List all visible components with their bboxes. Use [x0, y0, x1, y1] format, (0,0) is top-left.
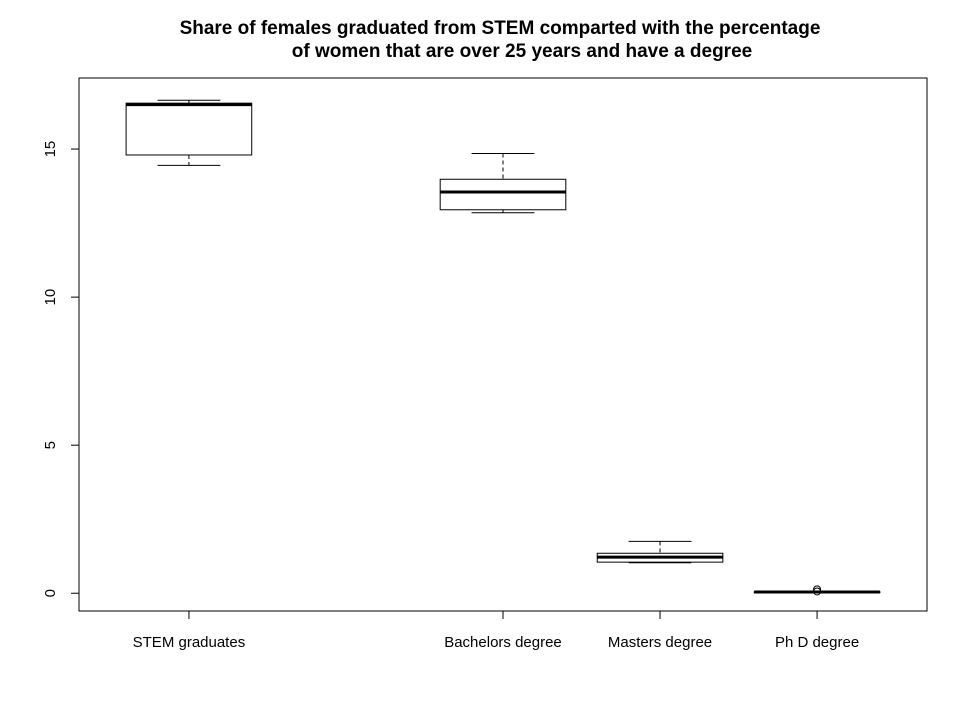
- y-tick-label: 10: [42, 289, 59, 306]
- x-tick-label: Bachelors degree: [444, 634, 562, 651]
- x-tick-label: STEM graduates: [133, 634, 246, 651]
- plot-frame: [78, 77, 928, 612]
- y-tick-label: 5: [42, 441, 59, 449]
- y-tick-label: 0: [42, 589, 59, 597]
- iqr-box: [125, 102, 253, 156]
- box-1: [125, 99, 253, 166]
- y-axis: 0 5 10 15: [42, 141, 80, 597]
- box-3: [596, 540, 724, 564]
- chart-title-line-1: Share of females graduated from STEM com…: [180, 18, 821, 39]
- x-axis: STEM graduates Bachelors degree Masters de…: [133, 611, 859, 651]
- outlier-point: [813, 587, 822, 596]
- x-tick-label: Ph D degree: [775, 634, 859, 651]
- box-series: [125, 99, 881, 596]
- box-4: [753, 585, 881, 596]
- iqr-box: [439, 178, 567, 211]
- outlier-point: [813, 585, 822, 594]
- box-2: [439, 153, 567, 214]
- x-tick-label: Masters degree: [608, 634, 712, 651]
- y-tick-label: 15: [42, 141, 59, 158]
- chart-title-line-2: of women that are over 25 years and have…: [292, 41, 752, 62]
